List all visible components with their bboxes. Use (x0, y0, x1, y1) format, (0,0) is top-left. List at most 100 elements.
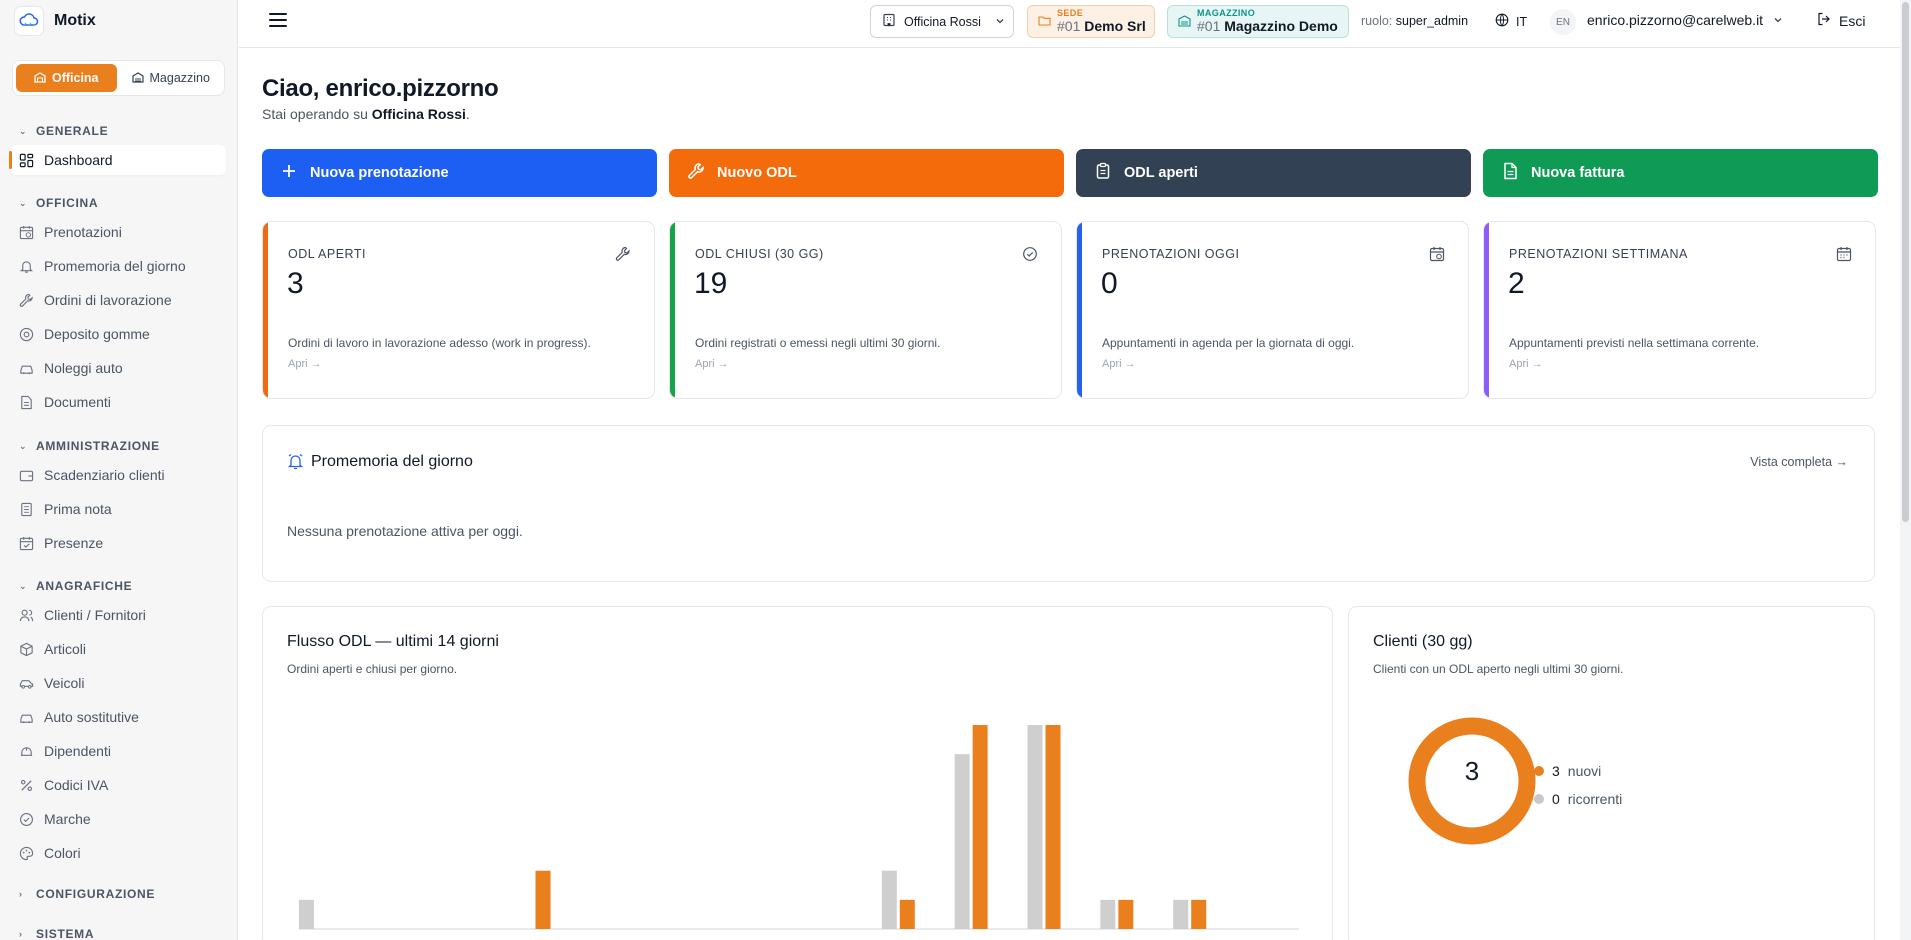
sede-badge[interactable]: SEDE #01 Demo Srl (1027, 5, 1155, 38)
chart-bar-aperti[interactable] (1173, 899, 1189, 929)
stat-label: PRENOTAZIONI SETTIMANA (1509, 247, 1688, 261)
chart-bar-aperti[interactable] (1027, 725, 1043, 929)
stat-card-prenotazioni-oggi[interactable]: PRENOTAZIONI OGGI 0 Appuntamenti in agen… (1076, 221, 1469, 399)
sidebar-item-documenti[interactable]: Documenti (10, 387, 226, 417)
user-menu[interactable]: enrico.pizzorno@carelweb.it (1587, 12, 1783, 28)
legend-item-nuovi: 3 nuovi (1534, 757, 1622, 785)
chart-bar-aperti[interactable] (881, 870, 897, 929)
sidebar-item-prenotazioni[interactable]: Prenotazioni (10, 217, 226, 247)
sidebar-item-label: Colori (44, 845, 81, 861)
file-text-icon (1501, 162, 1519, 184)
sidebar-item-label: Scadenziario clienti (44, 467, 165, 483)
section-toggle-sistema[interactable]: › SISTEMA (0, 924, 238, 940)
stat-open-link[interactable]: Apri → (288, 358, 322, 370)
wallet-icon (18, 467, 34, 483)
magazzino-badge[interactable]: MAGAZZINO #01 Magazzino Demo (1167, 5, 1349, 38)
notebook-icon (18, 501, 34, 517)
language-code: IT (1516, 14, 1528, 29)
stat-open-link[interactable]: Apri → (1509, 358, 1543, 370)
stat-card-prenotazioni-settimana[interactable]: PRENOTAZIONI SETTIMANA 2 Appuntamenti pr… (1483, 221, 1876, 399)
subtitle-prefix: Stai operando su (262, 106, 368, 122)
chart-bar-aperti[interactable] (1100, 899, 1116, 929)
sidebar-item-auto-sostitutive[interactable]: Auto sostitutive (10, 702, 226, 732)
chart-bar-aperti[interactable] (954, 754, 970, 929)
sidebar-item-articoli[interactable]: Articoli (10, 634, 226, 664)
section-title: ANAGRAFICHE (36, 579, 133, 593)
sidebar-item-scadenziario[interactable]: Scadenziario clienti (10, 460, 226, 490)
scrollbar-thumb[interactable] (1902, 2, 1909, 522)
sidebar-item-label: Promemoria del giorno (44, 258, 186, 274)
wrench-icon (18, 292, 34, 308)
sede-name: Demo Srl (1084, 17, 1146, 34)
open-odl-button[interactable]: ODL aperti (1076, 149, 1471, 197)
chart-bar-aperti[interactable] (298, 899, 314, 929)
sidebar-item-ordini-lavorazione[interactable]: Ordini di lavorazione (10, 285, 226, 315)
chart-bar-chiusi[interactable] (535, 870, 551, 929)
new-odl-button[interactable]: Nuovo ODL (669, 149, 1064, 197)
sidebar-item-noleggi-auto[interactable]: Noleggi auto (10, 353, 226, 383)
sidebar-item-label: Ordini di lavorazione (44, 292, 172, 308)
brand[interactable]: Motix (0, 0, 237, 42)
section-toggle-amministrazione[interactable]: ⌄ AMMINISTRAZIONE (0, 436, 238, 456)
sidebar-item-label: Dipendenti (44, 743, 111, 759)
sidebar-item-label: Noleggi auto (44, 360, 123, 376)
section-toggle-anagrafiche[interactable]: ⌄ ANAGRAFICHE (0, 576, 238, 596)
logout-button[interactable]: Esci (1817, 12, 1865, 29)
sede-number: #01 (1057, 17, 1081, 34)
avatar[interactable]: EN (1550, 9, 1576, 35)
stat-label: ODL CHIUSI (30 GG) (695, 247, 824, 261)
mode-magazzino-label: Magazzino (149, 71, 210, 85)
sidebar-item-dipendenti[interactable]: Dipendenti (10, 736, 226, 766)
nav-section-officina: ⌄ OFFICINA Prenotazioni Promemoria del gi… (0, 193, 238, 417)
role-value: super_admin (1395, 14, 1469, 28)
sidebar-item-veicoli[interactable]: Veicoli (10, 668, 226, 698)
menu-toggle-icon[interactable] (269, 13, 287, 29)
stat-value: 3 (287, 267, 304, 300)
chart-bar-chiusi[interactable] (1118, 899, 1134, 929)
chart-bar-chiusi[interactable] (899, 899, 915, 929)
donut-slice-nuovi[interactable] (1408, 717, 1536, 845)
chart-bar-chiusi[interactable] (972, 725, 988, 929)
section-toggle-generale[interactable]: ⌄ GENERALE (0, 121, 238, 141)
stat-card-odl-aperti[interactable]: ODL APERTI 3 Ordini di lavoro in lavoraz… (262, 221, 655, 399)
wrench-icon (615, 246, 631, 262)
action-label: Nuovo ODL (717, 165, 797, 181)
chart-bar-chiusi[interactable] (1191, 899, 1207, 929)
calendar-clock-icon (18, 224, 34, 240)
sidebar-item-marche[interactable]: Marche (10, 804, 226, 834)
reminders-full-view-link[interactable]: Vista completa → (1750, 455, 1848, 469)
mode-magazzino-button[interactable]: Magazzino (121, 64, 222, 92)
section-toggle-configurazione[interactable]: › CONFIGURAZIONE (0, 884, 238, 904)
tire-icon (18, 326, 34, 342)
officina-selector[interactable]: Officina Rossi (870, 5, 1014, 38)
sidebar-item-promemoria[interactable]: Promemoria del giorno (10, 251, 226, 281)
stat-description: Appuntamenti previsti nella settimana co… (1509, 336, 1760, 350)
stat-open-link[interactable]: Apri → (1102, 358, 1136, 370)
stat-description: Appuntamenti in agenda per la giornata d… (1102, 336, 1355, 350)
chevron-down-icon: ⌄ (19, 580, 28, 591)
clients-donut-chart (1408, 717, 1536, 845)
new-booking-button[interactable]: Nuova prenotazione (262, 149, 657, 197)
section-toggle-officina[interactable]: ⌄ OFFICINA (0, 193, 238, 213)
sidebar-item-colori[interactable]: Colori (10, 838, 226, 868)
page-title: Ciao, enrico.pizzorno (262, 75, 499, 102)
section-title: SISTEMA (36, 927, 95, 940)
chart-bar-chiusi[interactable] (1045, 725, 1061, 929)
sidebar-item-codici-iva[interactable]: Codici IVA (10, 770, 226, 800)
sidebar-item-dashboard[interactable]: Dashboard (9, 145, 226, 175)
sede-label: SEDE (1057, 8, 1084, 19)
sidebar-item-presenze[interactable]: Presenze (10, 528, 226, 558)
nav-section-generale: ⌄ GENERALE Dashboard (0, 121, 238, 175)
hard-hat-icon (18, 743, 34, 759)
sidebar-item-clienti-fornitori[interactable]: Clienti / Fornitori (10, 600, 226, 630)
stat-open-link[interactable]: Apri → (695, 358, 729, 370)
sidebar: Motix Officina Magazzino ⌄ GENERALE Dashb… (0, 0, 238, 940)
page-scrollbar[interactable] (1900, 0, 1911, 940)
stat-card-odl-chiusi[interactable]: ODL CHIUSI (30 GG) 19 Ordini registrati … (669, 221, 1062, 399)
sidebar-item-prima-nota[interactable]: Prima nota (10, 494, 226, 524)
language-selector[interactable]: IT (1495, 13, 1527, 30)
mode-officina-button[interactable]: Officina (16, 64, 117, 92)
sidebar-item-deposito-gomme[interactable]: Deposito gomme (10, 319, 226, 349)
legend-swatch (1534, 766, 1544, 776)
new-invoice-button[interactable]: Nuova fattura (1483, 149, 1878, 197)
